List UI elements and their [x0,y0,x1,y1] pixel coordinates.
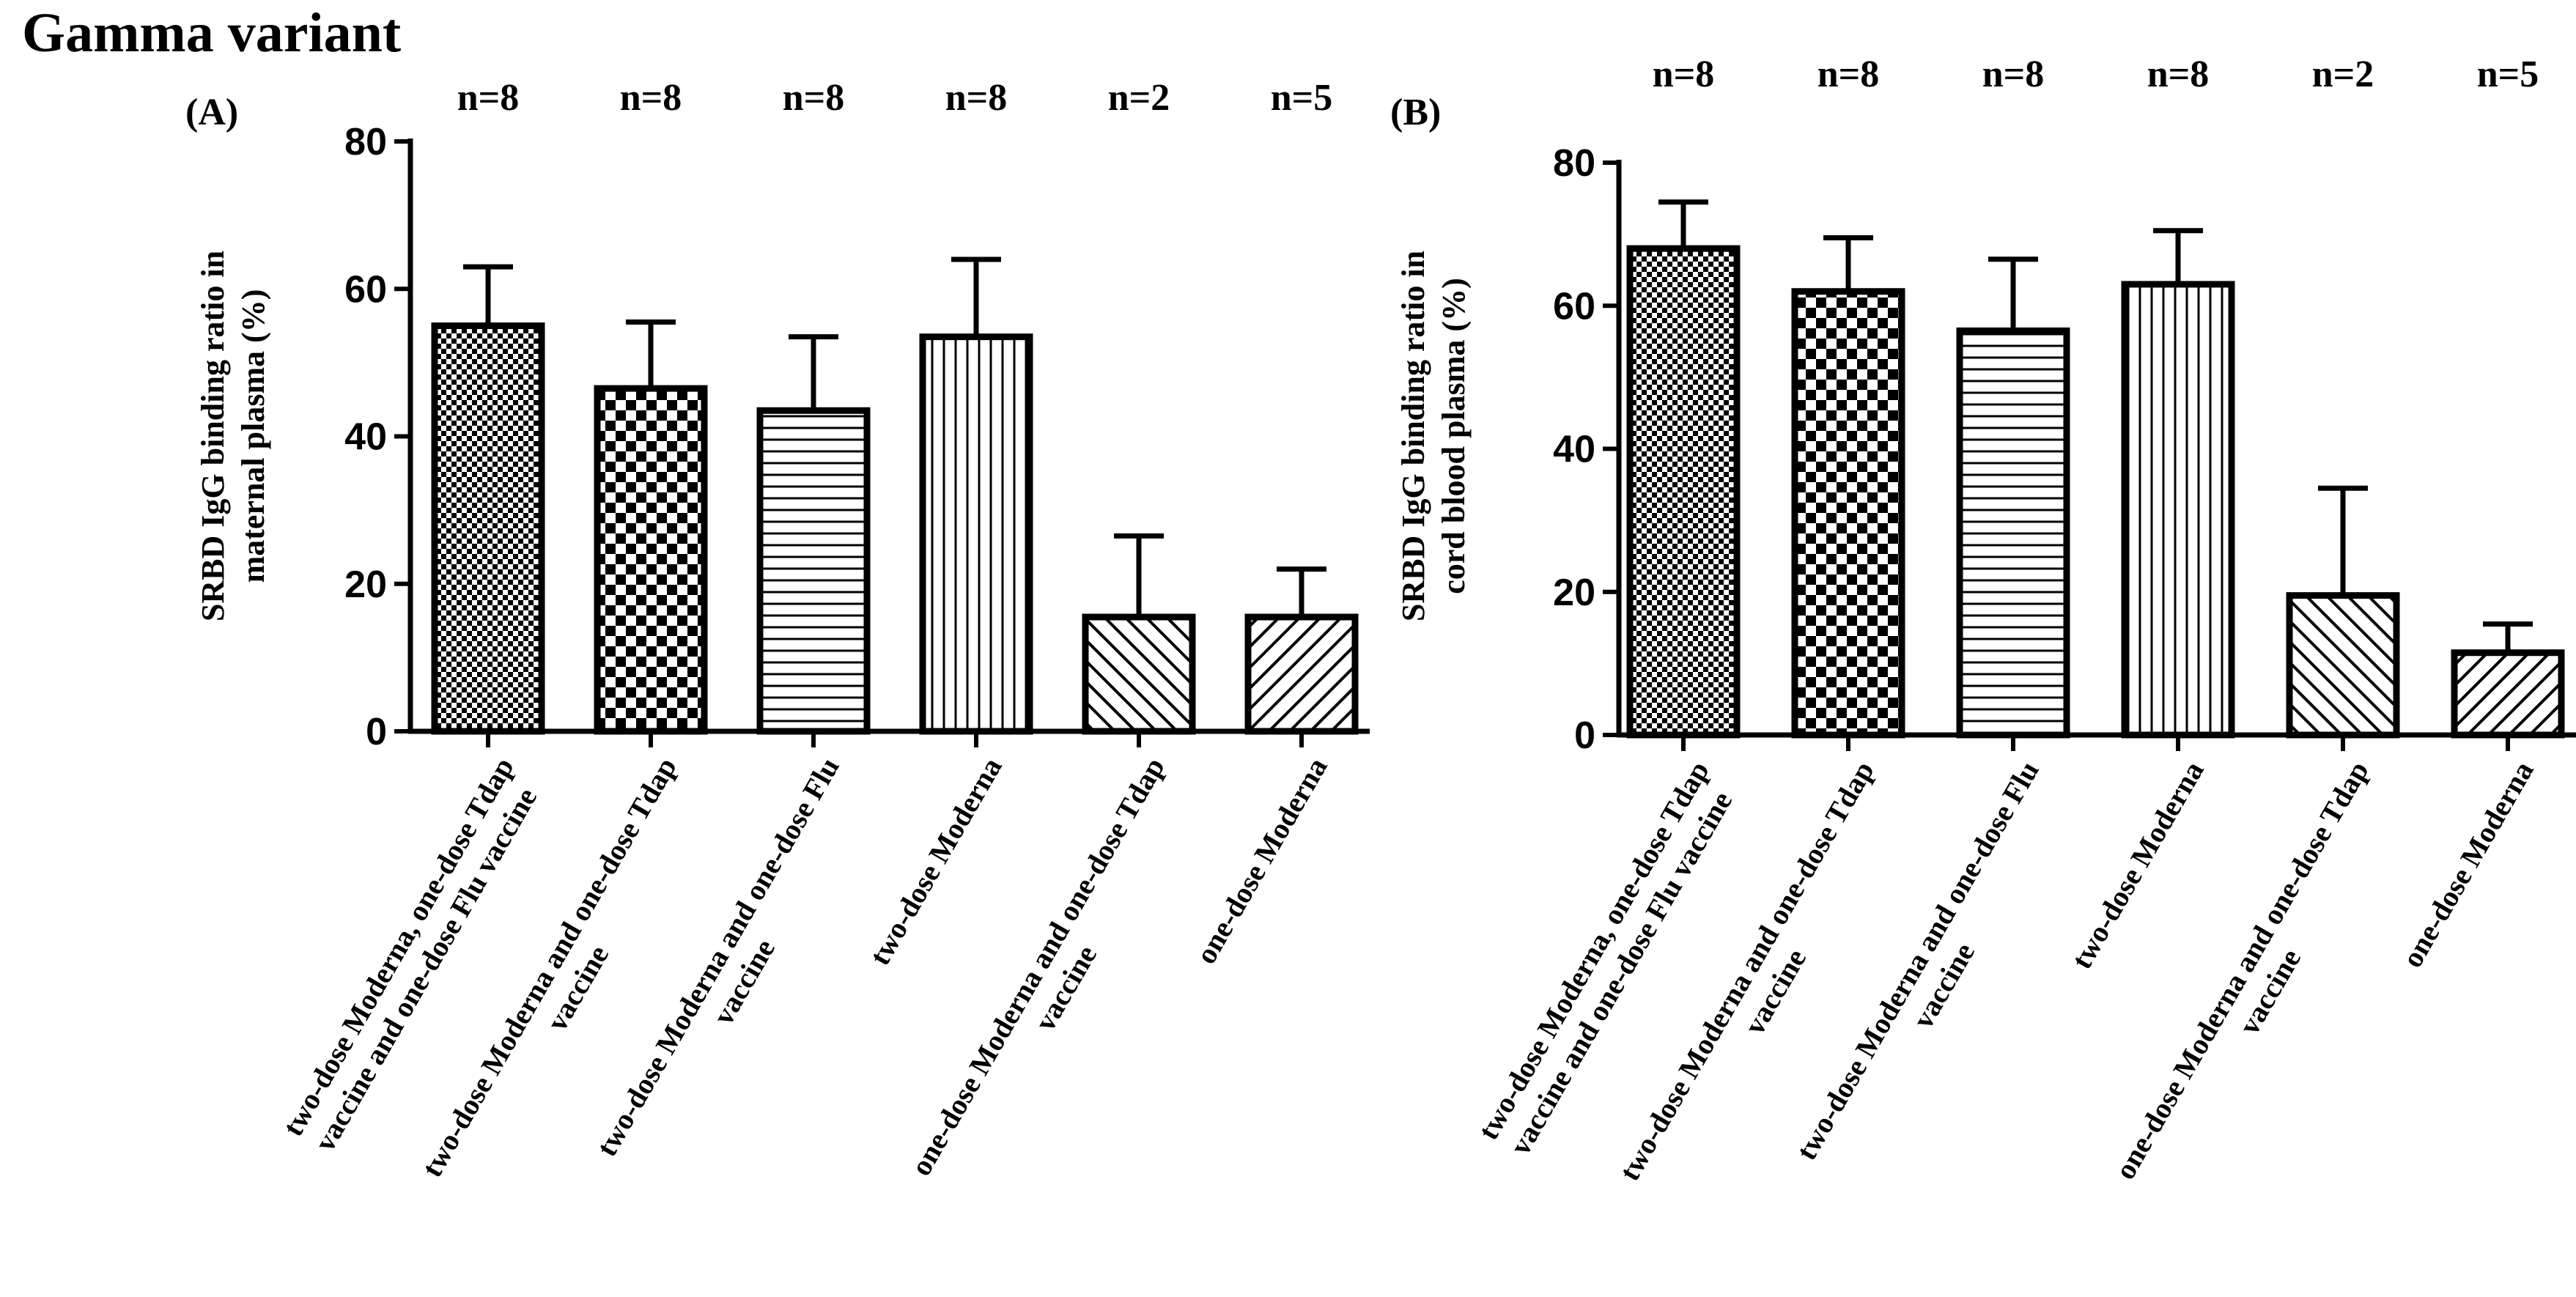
sample-size-label: n=8 [783,77,845,119]
bar [1956,327,2070,739]
x-tick-label: one-dose Moderna [2396,755,2540,973]
y-tick-label: 60 [1553,285,1595,328]
sample-size-label: n=8 [620,77,682,119]
x-tick-label-line: two-dose Moderna [863,752,1008,971]
y-axis-label: SRBD IgG binding ratio in [195,251,231,621]
bar [1626,245,1741,739]
y-axis-label: maternal plasma (%) [235,289,271,583]
x-tick-label: two-dose Moderna [863,752,1008,971]
x-tick-label: one-dose Moderna [1189,752,1334,969]
y-tick-label: 60 [344,268,387,311]
sample-size-label: n=8 [1982,53,2045,95]
x-tick-label-line: one-dose Moderna [2396,755,2540,973]
chart-panel-a: (A) SRBD IgG binding ratio in maternal pla… [185,77,1370,1183]
figure-title: Gamma variant [22,2,401,64]
x-tick-label-line: vaccine and one-dose Flu vaccine [1503,786,1738,1160]
y-tick-label: 0 [1574,714,1595,757]
y-tick-label: 0 [366,711,387,753]
x-tick-label-line: one-dose Moderna [1189,752,1334,969]
sample-size-label: n=8 [457,77,520,119]
sample-size-label: n=2 [1108,77,1170,119]
bar [2286,592,2400,739]
bar [1244,613,1359,735]
y-tick-label: 80 [344,121,387,163]
y-axis-label: cord blood plasma (%) [1436,278,1472,594]
sample-size-label: n=8 [1653,53,1715,95]
sample-size-label: n=5 [2477,53,2539,95]
y-tick-label: 80 [1553,142,1595,185]
bar [594,385,708,735]
bar [1791,288,1905,739]
y-tick-label: 20 [1553,572,1595,614]
bar [919,333,1033,735]
sample-size-label: n=5 [1271,77,1333,119]
bar [2451,649,2565,739]
x-tick-label: two-dose Moderna [2064,755,2210,975]
chart-panel-b: (B) SRBD IgG binding ratio in cord blood p… [1390,53,2576,1186]
panel-label: (B) [1390,92,1441,133]
bar [1082,613,1196,735]
sample-size-label: n=2 [2312,53,2374,95]
bar [2121,281,2235,739]
sample-size-label: n=8 [2147,53,2210,95]
x-tick-label-line: vaccine and one-dose Flu vaccine [308,782,543,1156]
x-tick-label-line: two-dose Moderna [2064,755,2210,975]
panel-label: (A) [185,92,238,133]
sample-size-label: n=8 [1817,53,1880,95]
y-tick-label: 40 [1553,429,1595,471]
y-axis-label: SRBD IgG binding ratio in [1395,251,1431,621]
y-tick-label: 40 [344,416,387,459]
y-tick-label: 20 [344,563,387,606]
bar [756,407,871,735]
bar [431,322,545,735]
sample-size-label: n=8 [945,77,1008,119]
